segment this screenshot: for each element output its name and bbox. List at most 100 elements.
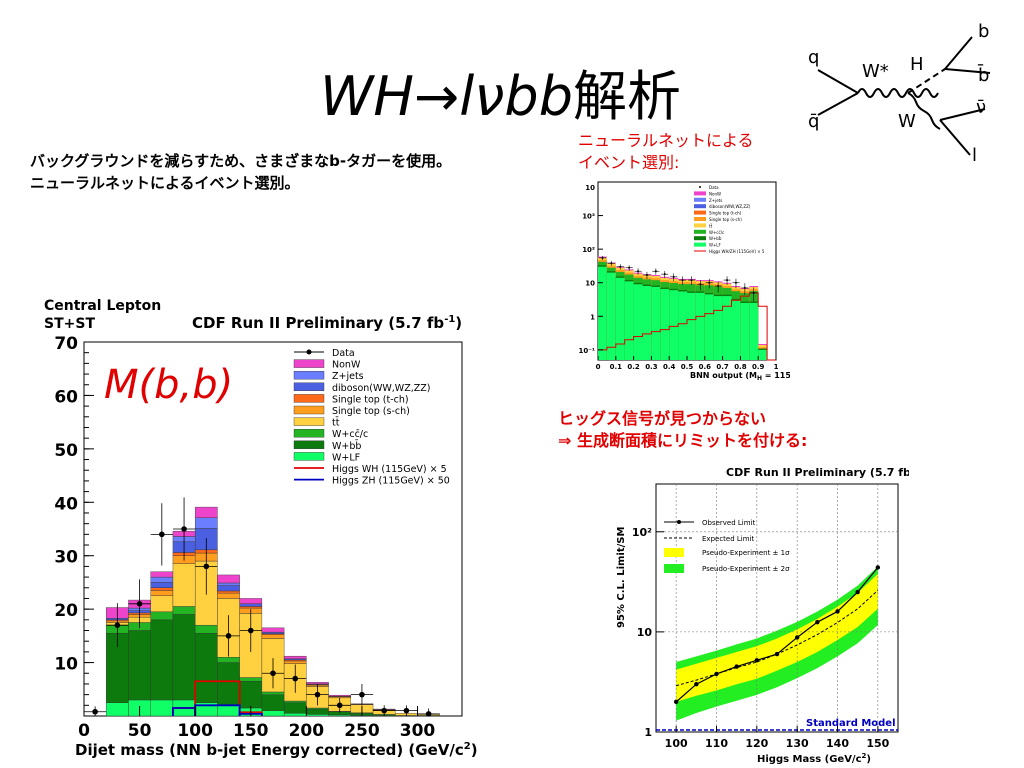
- bar-segment: [217, 585, 240, 592]
- nn-x-tick-label: 0.3: [645, 363, 658, 371]
- legend-label: W+LF: [332, 452, 360, 463]
- quark-line: [817, 69, 859, 94]
- legend-swatch: [293, 440, 325, 450]
- nn-x-tick-label: 1: [774, 363, 779, 371]
- y-tick-label: 20: [54, 601, 78, 621]
- data-point: [136, 601, 143, 607]
- bar-segment: [239, 598, 263, 605]
- nn-legend-swatch: [694, 236, 706, 241]
- limit-legend-label: Pseudo-Experiment ± 2σ: [702, 565, 790, 573]
- nn-legend-marker: [699, 186, 701, 188]
- observed-limit-point: [694, 682, 699, 687]
- slide-title: WH→lνbb解析: [320, 52, 681, 131]
- nn-bar-segment: [758, 349, 768, 360]
- nn-data-point: [628, 266, 631, 269]
- nn-data-point: [610, 262, 613, 265]
- bar-segment: [217, 582, 240, 586]
- bar-segment: [261, 691, 285, 695]
- l-label: l: [972, 145, 977, 165]
- nn-legend-swatch: [694, 197, 706, 202]
- bar-segment: [283, 660, 307, 664]
- x-tick-label: 100: [177, 721, 213, 741]
- data-point: [114, 622, 121, 628]
- nn-x-tick-label: 0.4: [663, 363, 676, 371]
- description-line-2: ニューラルネットによるイベント選別。: [30, 174, 300, 192]
- y-tick-label: 70: [54, 334, 78, 354]
- legend-label: diboson(WW,WZ,ZZ): [332, 383, 430, 394]
- legend-label: Higgs WH (115GeV) × 5: [332, 464, 447, 475]
- data-point: [225, 633, 232, 639]
- legend-label: Higgs ZH (115GeV) × 50: [332, 476, 450, 487]
- legend-label: Single top (s-ch): [332, 406, 410, 417]
- y-tick-label: 50: [54, 441, 78, 461]
- nn-data-point: [690, 279, 693, 282]
- legend-label: Data: [332, 348, 355, 359]
- nn-bar-segment: [722, 296, 732, 360]
- nn-y-tick-label: 10³: [582, 213, 595, 221]
- limit-x-tick-label: 110: [705, 737, 728, 750]
- data-point: [403, 707, 410, 714]
- nn-legend-label: W+LF: [709, 243, 722, 248]
- nubar-label: ν̄: [976, 97, 986, 118]
- bar-segment: [217, 662, 240, 706]
- bar-segment: [217, 574, 240, 584]
- observed-limit-point: [875, 565, 881, 570]
- legend-label: NonW: [332, 360, 361, 371]
- y-tick-label: 30: [54, 548, 78, 568]
- nn-data-point: [645, 273, 648, 276]
- data-point: [425, 711, 432, 717]
- legend-swatch: [293, 428, 325, 438]
- description: バックグラウンドを減らすため、さまざまなb-タガーを使用。 ニューラルネットによ…: [30, 150, 451, 194]
- bar-segment: [150, 699, 174, 717]
- limit-x-tick-label: 140: [826, 737, 849, 750]
- nn-legend-label: Single top (t-ch): [709, 211, 742, 216]
- nn-bar-segment: [695, 292, 705, 360]
- nn-data-point: [752, 291, 755, 294]
- data-point: [336, 702, 343, 709]
- observed-limit-point: [815, 619, 820, 625]
- data-point: [381, 707, 387, 714]
- bar-segment: [194, 517, 218, 529]
- legend-data-dot: [306, 349, 312, 355]
- data-point: [92, 708, 98, 715]
- observed-limit-point: [774, 651, 780, 657]
- nn-bar-segment: [615, 277, 625, 360]
- nn-legend-swatch: [694, 210, 706, 215]
- nn-data-point: [717, 284, 720, 287]
- description-line-1: バックグラウンドを減らすため、さまざまなb-タガーを使用。: [30, 152, 452, 170]
- nn-data-point: [681, 279, 684, 282]
- bar-segment: [150, 576, 174, 583]
- nn-bar-segment: [731, 300, 741, 360]
- bar-segment: [150, 590, 174, 596]
- mass-xlabel: Dijet mass (NN b-jet Energy corrected) (…: [75, 741, 478, 759]
- bar-segment: [106, 702, 129, 717]
- limit-legend-label: Observed Limit: [702, 519, 756, 527]
- nn-y-tick-label: 10²: [582, 246, 595, 254]
- data-point: [203, 563, 210, 570]
- nn-data-point: [699, 283, 702, 286]
- bar-segment: [261, 710, 285, 717]
- nn-data-point: [654, 270, 657, 273]
- bar-segment: [194, 624, 218, 634]
- nn-bar-segment: [678, 291, 687, 360]
- lepton-line: [939, 119, 971, 156]
- bar-segment: [239, 603, 263, 607]
- data-point: [292, 675, 299, 682]
- limit-chart: CDF Run II Preliminary (5.7 fb-1) 100110…: [616, 466, 909, 765]
- nn-legend-label: W+cc̄/c: [709, 230, 724, 235]
- bar-segment: [328, 694, 352, 697]
- b-line: [944, 36, 973, 70]
- dijet-mass-chart: Central Lepton ST+ST CDF Run II Prelimin…: [44, 298, 478, 759]
- legend-label: Single top (t-ch): [332, 394, 409, 405]
- x-tick-label: 150: [233, 721, 269, 741]
- observed-limit-point: [835, 609, 840, 614]
- nubar-line: [939, 108, 986, 121]
- data-point: [314, 691, 321, 698]
- observed-limit-point: [855, 589, 860, 595]
- limit-y-tick-label: 10²: [632, 526, 652, 539]
- nn-data-point: [601, 256, 604, 259]
- bar-segment: [283, 702, 307, 714]
- nn-legend-label: tt̄: [709, 223, 713, 228]
- limit-y-tick-label: 1: [644, 726, 652, 739]
- x-tick-label: 300: [400, 721, 436, 741]
